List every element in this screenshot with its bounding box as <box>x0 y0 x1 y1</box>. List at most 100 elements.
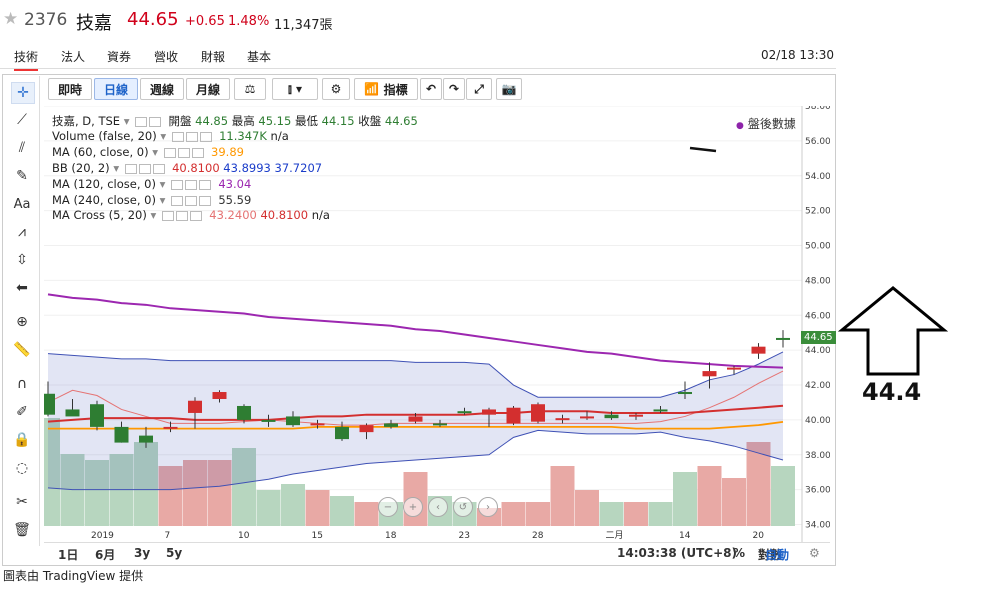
undo-icon[interactable]: ↶ <box>420 78 442 100</box>
trend-line-icon[interactable]: ⟋ <box>17 112 27 128</box>
volume-bar <box>526 502 550 526</box>
range-6m-button[interactable]: 6月 <box>95 548 116 562</box>
legend-chevron-icon[interactable]: ▾ <box>155 177 170 191</box>
tab-basic[interactable]: 基本 <box>247 50 272 64</box>
auto-scale-button[interactable]: 自動 <box>765 548 790 562</box>
legend-settings-icon[interactable] <box>149 116 162 127</box>
x-tick-label: 2019 <box>91 531 114 541</box>
pattern-icon[interactable]: ⩘ <box>18 224 26 240</box>
compare-scale-icon[interactable]: ⚖ <box>234 78 266 100</box>
legend-eye-icon[interactable] <box>163 147 176 158</box>
hide-icon[interactable]: ◌ <box>15 460 29 476</box>
candle-icon: ⫾ <box>287 81 292 96</box>
legend-ma120: MA (120, close, 0) ▾ 43.04 <box>52 177 251 191</box>
monthly-button[interactable]: 月線 <box>186 78 230 100</box>
volume-bar <box>746 442 771 526</box>
trash-icon[interactable]: 🗑 <box>13 522 31 538</box>
tab-institutional[interactable]: 法人 <box>61 50 86 64</box>
weekly-button[interactable]: 週線 <box>140 78 184 100</box>
legend-eye-icon[interactable] <box>124 163 137 174</box>
range-1d-button[interactable]: 1日 <box>58 548 79 562</box>
x-tick-label: 7 <box>165 531 171 541</box>
legend-close-icon[interactable] <box>199 131 212 142</box>
settings-gear-icon[interactable]: ⚙ <box>322 78 350 100</box>
scroll-left-icon[interactable]: ‹ <box>428 497 448 517</box>
measure-icon[interactable]: ⇳ <box>16 252 28 268</box>
legend-eye-icon[interactable] <box>161 210 174 221</box>
camera-icon[interactable]: 📷 <box>496 78 522 100</box>
intraday-button[interactable]: 即時 <box>48 78 92 100</box>
redo-icon[interactable]: ↷ <box>443 78 465 100</box>
fib-icon[interactable]: ⫽ <box>18 140 26 156</box>
open-value: 44.85 <box>195 114 229 128</box>
zoom-out-icon[interactable]: − <box>378 497 398 517</box>
legend-settings-icon[interactable] <box>175 210 188 221</box>
legend-chevron-icon[interactable]: ▾ <box>146 208 160 222</box>
legend-close-icon[interactable] <box>199 195 212 206</box>
legend-settings-icon[interactable] <box>138 163 151 174</box>
text-tool-icon[interactable]: Aa <box>13 196 31 212</box>
range-5y-button[interactable]: 5y <box>166 546 183 560</box>
legend-settings-icon[interactable] <box>185 195 198 206</box>
fullscreen-icon[interactable]: ⤢ <box>466 78 492 100</box>
range-3y-button[interactable]: 3y <box>134 546 151 560</box>
close-value: 44.65 <box>384 114 418 128</box>
legend-settings-icon[interactable] <box>177 147 190 158</box>
reset-icon[interactable]: ↺ <box>453 497 473 517</box>
tab-margin[interactable]: 資券 <box>107 50 132 64</box>
legend-settings-icon[interactable] <box>185 179 198 190</box>
legend-chevron-icon[interactable]: ▾ <box>109 161 123 175</box>
legend-chevron-icon[interactable]: ▾ <box>148 145 162 159</box>
tab-financials[interactable]: 財報 <box>201 50 226 64</box>
legend-chevron-icon[interactable]: ▾ <box>120 114 134 128</box>
legend-chevron-icon[interactable]: ▾ <box>156 129 170 143</box>
legend-macross: MA Cross (5, 20) ▾ 43.2400 40.8100 n/a <box>52 208 330 222</box>
magnet-icon[interactable]: ∩ <box>16 376 28 392</box>
brush-icon[interactable]: ✎ <box>16 168 28 184</box>
crosshair-icon[interactable]: ✛ <box>11 82 35 104</box>
volume-bar <box>330 496 354 526</box>
candle-body <box>555 418 570 421</box>
chevron-down-icon: ▾ <box>296 82 303 96</box>
candle-body <box>678 392 692 395</box>
after-hours-label[interactable]: 盤後數據 <box>736 115 796 132</box>
log-scale-button[interactable]: 對數 <box>758 548 783 562</box>
arrow-left-icon[interactable]: ⬅ <box>16 280 28 296</box>
legend-eye-icon[interactable] <box>135 116 148 127</box>
legend-close-icon[interactable] <box>191 147 204 158</box>
percent-scale-button[interactable]: % <box>733 546 746 560</box>
zoom-in-icon[interactable]: + <box>403 497 423 517</box>
indicators-label: 指標 <box>383 82 408 97</box>
scroll-right-icon[interactable]: › <box>478 497 498 517</box>
legend-eye-icon[interactable] <box>171 195 184 206</box>
legend-close-icon[interactable] <box>189 210 202 221</box>
legend-settings-icon[interactable] <box>185 131 198 142</box>
ma240-value: 55.59 <box>218 193 252 207</box>
candle-body <box>629 414 643 417</box>
price-chart[interactable]: 34.00 36.00 38.00 40.00 42.00 44.00 46.00 48.00… <box>44 106 830 542</box>
volume-bar <box>501 502 526 526</box>
candle-body <box>531 404 545 422</box>
legend-close-icon[interactable] <box>152 163 165 174</box>
y-tick-label: 44.00 <box>805 346 830 356</box>
chart-style-button[interactable]: ⫾ ▾ <box>272 78 318 100</box>
tradingview-credit[interactable]: 圖表由 TradingView 提供 <box>3 569 144 583</box>
tools-icon[interactable]: ✂ <box>16 494 28 510</box>
tab-divider <box>0 68 836 69</box>
y-tick-label: 42.00 <box>805 381 830 391</box>
lock-icon[interactable]: 🔒 <box>13 432 31 448</box>
legend-close-icon[interactable] <box>199 179 212 190</box>
favorite-star-icon[interactable]: ★ <box>3 9 19 29</box>
stay-drawing-icon[interactable]: ✐ <box>16 404 28 420</box>
daily-button[interactable]: 日線 <box>94 78 138 100</box>
ruler-icon[interactable]: 📏 <box>13 342 31 358</box>
indicators-button[interactable]: 📶 指標 <box>354 78 418 100</box>
tab-revenue[interactable]: 營收 <box>154 50 179 64</box>
legend-eye-icon[interactable] <box>171 179 184 190</box>
tab-technical[interactable]: 技術 <box>14 48 39 71</box>
scale-settings-gear-icon[interactable]: ⚙ <box>809 546 820 560</box>
candle-body <box>335 426 349 440</box>
zoom-icon[interactable]: ⊕ <box>16 314 28 330</box>
legend-eye-icon[interactable] <box>171 131 184 142</box>
legend-chevron-icon[interactable]: ▾ <box>155 193 170 207</box>
